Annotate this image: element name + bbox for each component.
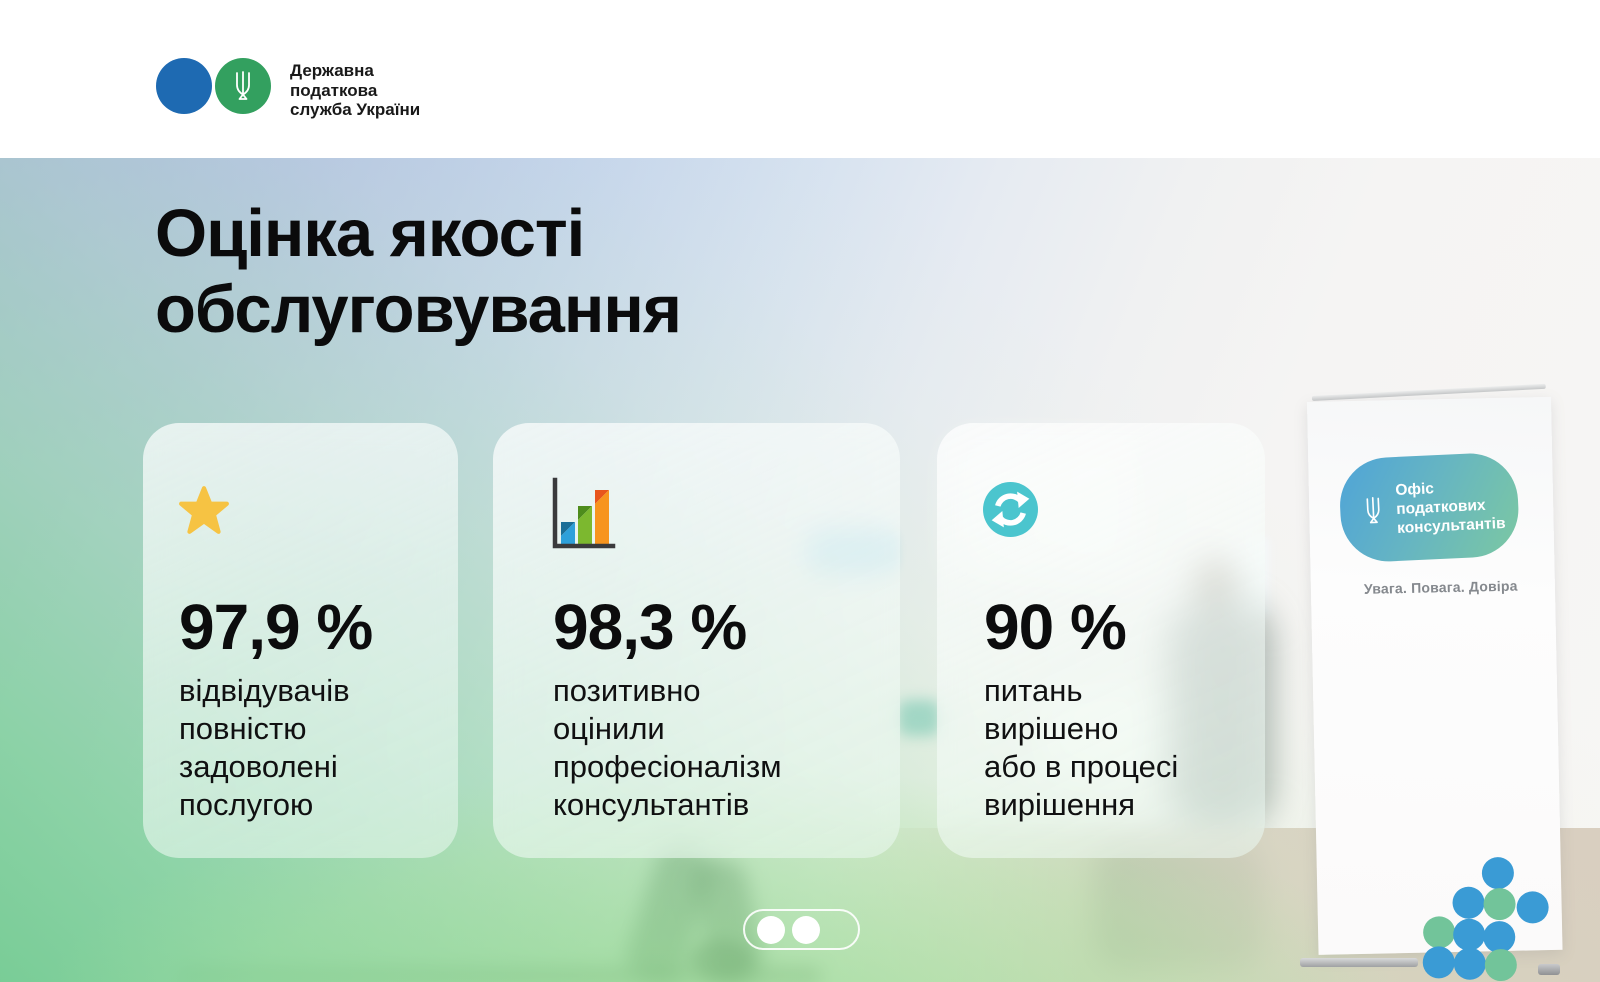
rollup-banner: Офіс податкових консультантів Увага. Пов… [1307, 396, 1563, 982]
stat-value: 90 % [984, 591, 1127, 663]
banner-dot-pattern [1422, 857, 1549, 982]
logo-circle-blue [156, 58, 212, 114]
pagination-dot-1[interactable] [757, 915, 785, 944]
logo-circle-green [215, 58, 271, 114]
banner-foot [1538, 964, 1560, 975]
stat-value: 98,3 % [553, 591, 747, 663]
header: Державна податкова служба України [0, 0, 1600, 158]
trident-icon [1366, 496, 1380, 523]
banner-gradient-blob: Офіс податкових консультантів [1337, 451, 1521, 564]
banner-base [1300, 958, 1418, 967]
pagination-pill[interactable] [743, 909, 860, 950]
stat-card-professionalism: 98,3 % позитивно оцінили професіоналізм … [493, 423, 900, 858]
banner-logo-text: Офіс податкових консультантів [1394, 479, 1506, 537]
banner-tagline: Увага. Повага. Довіра [1363, 577, 1518, 597]
pagination-dot-2[interactable] [792, 915, 820, 944]
stat-value: 97,9 % [179, 591, 373, 663]
stat-card-satisfaction: 97,9 % відвідувачів повністю задоволені … [143, 423, 458, 858]
refresh-icon [983, 482, 1038, 537]
page-title: Оцінка якості обслуговування [155, 196, 682, 347]
stat-card-resolved: 90 % питань вирішено або в процесі виріш… [937, 423, 1265, 858]
logo-text: Державна податкова служба України [290, 61, 421, 119]
trident-icon [236, 71, 250, 100]
bar-chart-icon [552, 477, 616, 549]
stat-description: відвідувачів повністю задоволені послуго… [179, 673, 350, 822]
stat-description: питань вирішено або в процесі вирішення [984, 673, 1179, 822]
star-icon [179, 486, 229, 534]
stat-description: позитивно оцінили професіоналізм консуль… [553, 673, 782, 822]
